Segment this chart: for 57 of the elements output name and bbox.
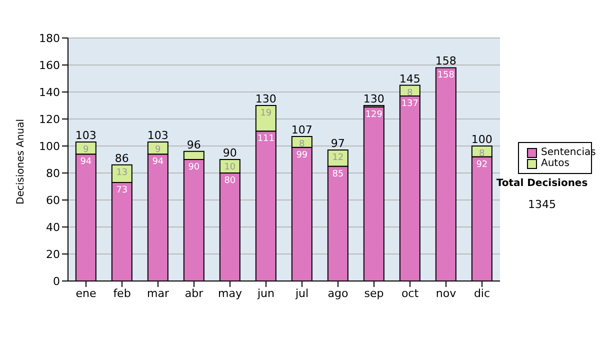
- x-tick-label: oct: [401, 286, 420, 300]
- data-label: 111: [257, 134, 275, 144]
- total-label: 130: [363, 92, 384, 106]
- total-label: 86: [114, 152, 129, 165]
- x-tick-label: abr: [184, 286, 204, 300]
- total-label: 158: [435, 54, 456, 68]
- data-label: 158: [437, 70, 455, 81]
- data-label: 90: [188, 162, 200, 172]
- total-label: 97: [330, 137, 345, 150]
- y-tick-label: 20: [46, 248, 60, 261]
- total-label: 100: [471, 133, 492, 146]
- data-label: 99: [296, 150, 308, 160]
- data-label: 94: [152, 157, 164, 168]
- data-label: 80: [224, 176, 236, 186]
- y-tick-label: 40: [46, 220, 60, 234]
- y-tick-label: 180: [39, 32, 60, 45]
- data-label: 94: [80, 157, 92, 168]
- total-label: 103: [147, 128, 168, 142]
- x-tick-label: sep: [364, 286, 384, 300]
- x-tick-label: ago: [328, 286, 348, 300]
- x-tick-label: jul: [294, 286, 309, 300]
- data-label: 9: [155, 144, 162, 155]
- x-tick-label: mar: [147, 286, 170, 300]
- y-tick-label: 160: [39, 58, 60, 72]
- data-label: 137: [401, 99, 419, 110]
- y-tick-label: 0: [53, 274, 60, 288]
- data-label: 92: [476, 160, 488, 170]
- data-label: 12: [332, 153, 344, 164]
- total-label: 107: [291, 124, 312, 137]
- data-label: 19: [260, 108, 272, 118]
- total-label: 90: [222, 146, 237, 160]
- data-label: 13: [116, 168, 128, 178]
- y-tick-label: 80: [46, 166, 60, 180]
- x-tick-label: may: [218, 286, 242, 300]
- y-tick-label: 140: [39, 86, 60, 99]
- x-tick-label: nov: [436, 286, 457, 300]
- data-label: 10: [224, 162, 236, 172]
- data-label: 9: [83, 144, 90, 155]
- total-label: 130: [255, 92, 276, 106]
- total-label: 103: [75, 128, 96, 142]
- total-label: 96: [186, 138, 201, 152]
- data-label: 73: [116, 185, 128, 196]
- data-label: 8: [299, 140, 306, 150]
- data-label: 129: [365, 110, 383, 120]
- x-tick-label: ene: [76, 286, 96, 300]
- legend-label: Autos: [541, 158, 570, 169]
- total-label: 145: [399, 72, 420, 86]
- x-tick-label: feb: [113, 286, 131, 300]
- y-tick-label: 60: [46, 194, 60, 207]
- y-tick-label: 100: [39, 140, 60, 153]
- annotation: Total Decisiones: [495, 178, 589, 189]
- y-axis-title: Decisiones Anual: [16, 118, 27, 204]
- text: 1345: [527, 198, 557, 211]
- data-label: 85: [332, 169, 344, 180]
- x-tick-label: dic: [474, 286, 490, 300]
- y-tick-label: 120: [39, 112, 60, 126]
- x-tick-label: jun: [256, 286, 275, 300]
